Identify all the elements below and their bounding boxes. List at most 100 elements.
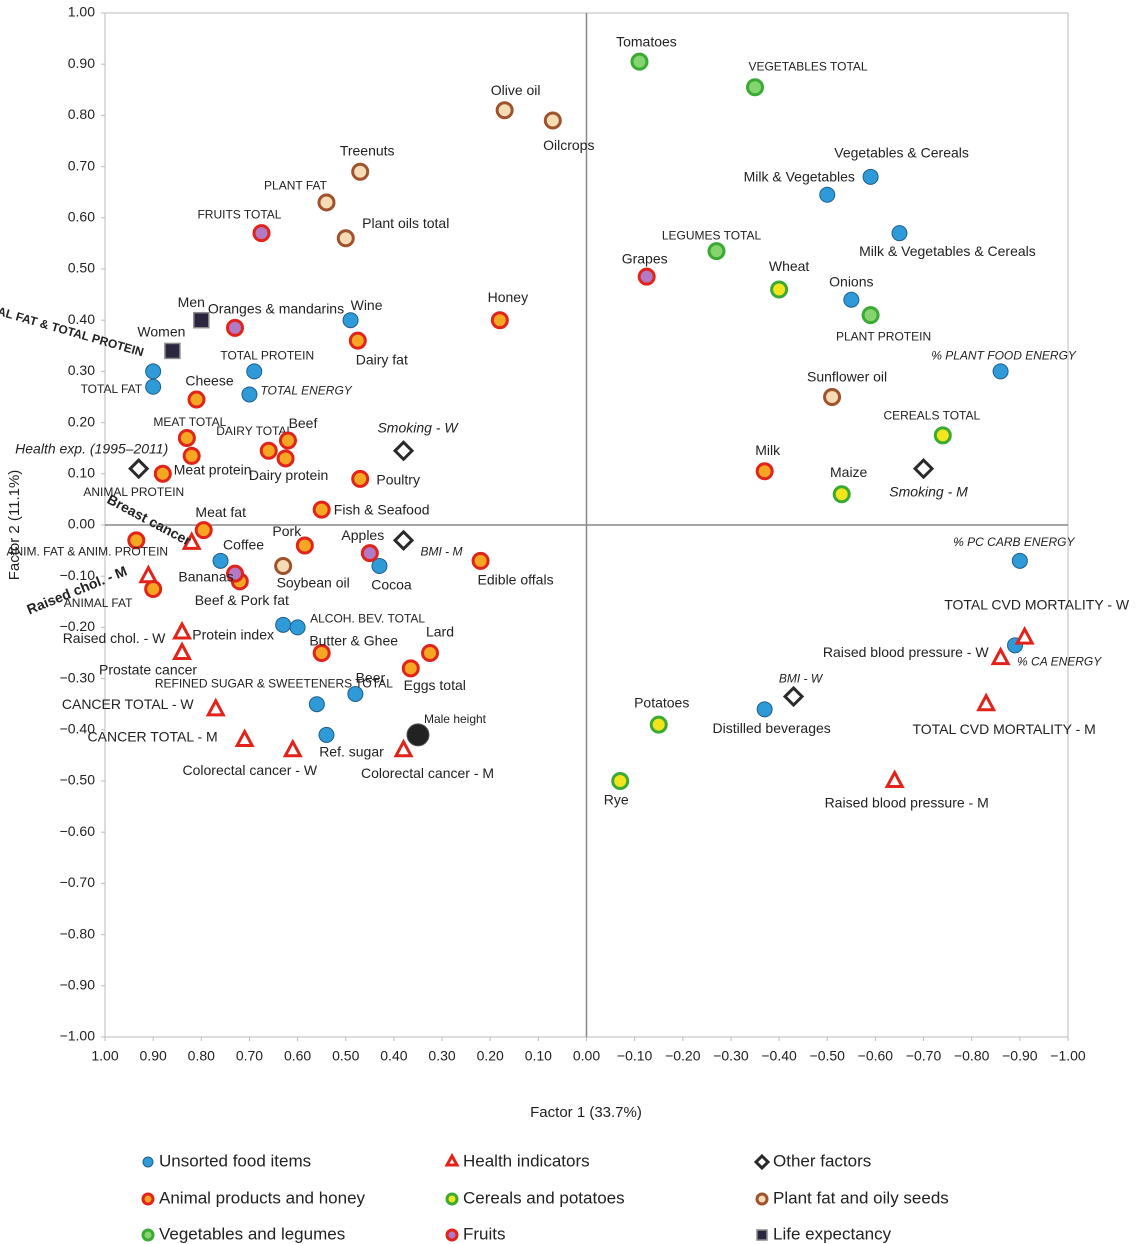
point: [445, 1192, 459, 1206]
point-label: Smoking - M: [889, 483, 968, 499]
point-label: Eggs total: [404, 677, 466, 693]
point-label: FRUITS TOTAL: [197, 207, 281, 221]
legend-label: Other factors: [773, 1151, 871, 1170]
point-label: Butter & Ghee: [309, 633, 398, 649]
point: [226, 318, 245, 337]
point: [753, 1153, 771, 1171]
point-label: Plant oils total: [362, 215, 449, 231]
point: [172, 620, 193, 640]
point: [312, 644, 331, 662]
legend-item: Life expectancy: [756, 1224, 892, 1243]
y-tick-label: 0.90: [68, 55, 95, 71]
point: [193, 311, 210, 329]
y-tick-label: 0.60: [68, 209, 95, 225]
point: [406, 723, 430, 747]
point-label: REFINED SUGAR & SWEETENERS TOTAL: [155, 676, 393, 690]
point: [371, 557, 388, 574]
point: [182, 446, 201, 465]
y-axis-title: Factor 2 (11.1%): [6, 470, 23, 581]
point-label: Dairy protein: [249, 467, 328, 483]
point: [205, 697, 226, 717]
point-label: Fish & Seafood: [334, 501, 430, 517]
point-label: CANCER TOTAL - M: [88, 729, 218, 745]
point: [252, 224, 271, 243]
legend-label: Health indicators: [463, 1151, 590, 1170]
point: [543, 111, 562, 130]
point-label: TOTAL PROTEIN: [220, 349, 314, 363]
point-label: ALCOH. BEV. TOTAL: [310, 612, 425, 626]
legend-item: Other factors: [753, 1151, 871, 1171]
point-label: DAIRY TOTAL: [216, 424, 293, 438]
point: [241, 386, 258, 403]
point: [637, 267, 656, 286]
x-tick-label: 1.00: [91, 1048, 118, 1064]
point-label: TOTAL ENERGY: [260, 384, 352, 398]
point: [127, 531, 146, 550]
y-tick-label: −0.60: [60, 823, 96, 839]
point: [490, 311, 509, 330]
y-tick-label: −1.00: [60, 1028, 96, 1044]
point: [246, 363, 263, 380]
point-label: Wheat: [769, 258, 810, 274]
x-tick-label: −0.10: [617, 1048, 653, 1064]
point: [393, 738, 414, 758]
point: [153, 464, 172, 483]
x-tick-label: −0.40: [761, 1048, 797, 1064]
y-tick-label: −0.80: [60, 925, 96, 941]
point: [392, 529, 415, 551]
point-label: Vegetables & Cereals: [834, 145, 969, 161]
y-tick-label: 0.20: [68, 413, 95, 429]
point-label: Colorectal cancer - W: [182, 762, 317, 778]
point: [141, 1228, 155, 1242]
point: [274, 556, 293, 575]
point: [832, 485, 851, 504]
point: [495, 101, 514, 120]
point: [275, 616, 292, 633]
x-tick-label: −0.60: [858, 1048, 894, 1064]
point: [884, 769, 905, 788]
point: [823, 388, 842, 406]
x-tick-label: 0.30: [428, 1048, 455, 1064]
y-tick-label: −0.70: [60, 874, 96, 890]
point-label: PLANT FAT: [264, 179, 328, 193]
point: [282, 738, 303, 758]
x-tick-label: −0.20: [665, 1048, 701, 1064]
point: [445, 1228, 459, 1242]
point: [360, 544, 379, 563]
point-label: PLANT PROTEIN: [836, 329, 931, 343]
x-tick-label: −0.80: [954, 1048, 990, 1064]
point-label: ANIMAL PROTEIN: [83, 485, 184, 499]
point: [141, 1192, 155, 1206]
point: [933, 426, 952, 445]
point: [782, 685, 805, 708]
legend-label: Vegetables and legumes: [159, 1224, 345, 1243]
point: [278, 431, 297, 450]
point-label: Meat fat: [195, 504, 246, 520]
point-label: Maize: [830, 464, 868, 480]
point: [226, 564, 245, 583]
point: [770, 280, 789, 299]
point-label: Beef & Pork fat: [195, 592, 289, 608]
point: [177, 428, 196, 447]
point-label: Women: [137, 324, 185, 340]
point: [401, 659, 420, 678]
y-tick-label: −0.30: [60, 669, 96, 685]
x-tick-label: −0.70: [906, 1048, 942, 1064]
point-label: Distilled beverages: [713, 720, 831, 736]
x-tick-label: 0.10: [525, 1048, 552, 1064]
point-label: Bananas: [178, 568, 233, 584]
point-label: Pork: [272, 523, 302, 539]
point: [145, 363, 162, 380]
point-label: Raised blood pressure - W: [823, 644, 990, 660]
point-label: Treenuts: [340, 142, 395, 158]
x-tick-label: −0.50: [810, 1048, 846, 1064]
x-tick-label: 0.70: [236, 1048, 263, 1064]
point: [142, 1156, 154, 1168]
point-label: Breast cancer: [105, 491, 195, 549]
point-label: LEGUMES TOTAL: [662, 228, 762, 242]
x-tick-label: 0.50: [332, 1048, 359, 1064]
point-label: Sunflower oil: [807, 369, 887, 385]
point: [862, 168, 879, 185]
point: [234, 728, 255, 748]
